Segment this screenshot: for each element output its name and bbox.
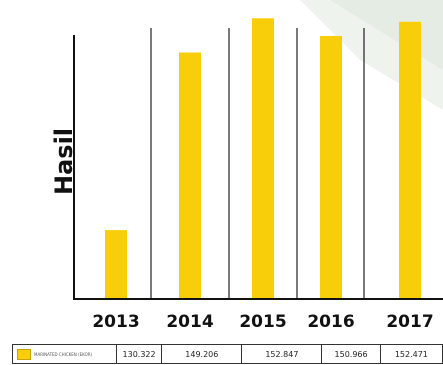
column-dividers [150,28,365,299]
bar-chart [73,18,443,300]
bars-group [105,18,421,300]
table-value-cell: 150.966 [322,345,381,363]
bar-2015 [252,18,274,299]
series-swatch [17,348,31,360]
bar-2017 [399,21,421,300]
bar-2016 [320,35,342,300]
table-value-cell: 152.847 [242,345,323,363]
series-name: MARINATED CHICKEN (EKOR) [34,351,93,357]
x-tick-label: 2016 [307,312,355,332]
table-value-cell: 130.322 [117,345,163,363]
bar-2014 [179,52,201,299]
table-value-cell: 149.206 [162,345,243,363]
x-tick-label: 2013 [92,312,140,332]
data-table: MARINATED CHICKEN (EKOR) 130.322 149.206… [12,344,443,364]
series-cell: MARINATED CHICKEN (EKOR) [12,345,117,363]
x-tick-label: 2017 [386,312,434,332]
x-tick-label: 2014 [166,312,214,332]
table-value-cell: 152.471 [381,345,443,363]
y-axis-label: Hasil [50,127,78,195]
x-tick-label: 2015 [239,312,287,332]
bar-2013 [105,230,127,299]
